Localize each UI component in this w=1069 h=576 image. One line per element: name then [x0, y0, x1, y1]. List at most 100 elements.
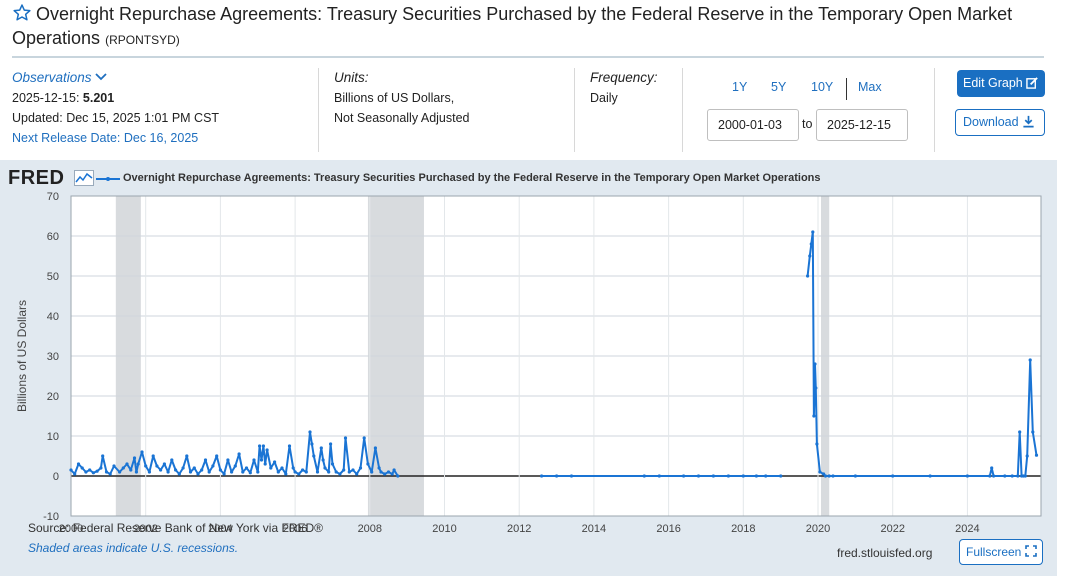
- legend-label: Overnight Repurchase Agreements: Treasur…: [123, 172, 821, 184]
- x-tick-label: 2008: [358, 523, 382, 533]
- data-point: [396, 474, 400, 478]
- frequency-label: Frequency:: [590, 70, 658, 85]
- data-point: [134, 470, 138, 474]
- data-point: [569, 474, 574, 478]
- data-point: [358, 466, 363, 470]
- data-point: [343, 436, 348, 440]
- data-point: [215, 454, 219, 458]
- data-point: [355, 472, 359, 476]
- data-point: [159, 468, 163, 472]
- data-point: [642, 474, 646, 478]
- y-tick-label: 70: [47, 191, 59, 203]
- data-point: [990, 466, 994, 470]
- x-tick-label: 2004: [208, 523, 232, 533]
- data-point: [136, 462, 140, 466]
- observation-date: 2025-12-15:: [12, 91, 80, 105]
- data-point: [200, 468, 204, 472]
- page-header: Overnight Repurchase Agreements: Treasur…: [12, 2, 1052, 50]
- data-point: [811, 230, 815, 234]
- data-point: [1023, 474, 1027, 478]
- data-point: [121, 466, 125, 470]
- fred-logo: FRED: [8, 167, 65, 189]
- data-point: [241, 470, 245, 474]
- x-tick-label: 2006: [283, 523, 307, 533]
- data-point: [366, 462, 370, 466]
- data-point: [988, 474, 992, 478]
- data-point: [818, 470, 822, 474]
- series-title: Overnight Repurchase Agreements: Treasur…: [12, 4, 1013, 48]
- source-text: Source: Federal Reserve Bank of New York…: [28, 521, 323, 535]
- data-point: [291, 466, 295, 470]
- data-point: [362, 436, 366, 440]
- start-date-input[interactable]: 2000-01-03: [707, 109, 799, 141]
- data-point: [1031, 430, 1035, 434]
- y-tick-label: 0: [53, 471, 59, 483]
- x-tick-label: 2000: [59, 523, 83, 533]
- x-tick-label: 2022: [880, 523, 904, 533]
- data-point: [108, 472, 112, 476]
- x-tick-label: 2002: [133, 523, 157, 533]
- data-point: [269, 466, 273, 470]
- range-divider: [846, 78, 847, 100]
- data-point: [814, 386, 818, 390]
- range-5y-button[interactable]: 5Y: [771, 80, 787, 94]
- fullscreen-button[interactable]: Fullscreen: [959, 539, 1043, 565]
- data-point: [323, 466, 327, 470]
- chevron-down-icon[interactable]: [95, 72, 107, 82]
- data-point: [265, 448, 269, 452]
- data-point: [823, 474, 828, 478]
- data-point: [287, 444, 292, 448]
- data-point: [555, 474, 559, 478]
- units-label: Units:: [334, 70, 369, 85]
- data-point: [310, 442, 314, 446]
- range-max-button[interactable]: Max: [858, 80, 882, 94]
- data-point: [280, 466, 284, 470]
- y-tick-label: 10: [47, 431, 59, 443]
- data-point: [992, 474, 996, 478]
- end-date-input[interactable]: 2025-12-15: [816, 109, 908, 141]
- data-point: [76, 462, 81, 466]
- data-point: [327, 470, 331, 474]
- data-point: [95, 469, 99, 473]
- x-tick-label: 2012: [507, 523, 531, 533]
- column-divider: [934, 68, 935, 152]
- chart-plot[interactable]: -10 0 10 20 30 40 50 60 70 2000 2002 2004 2006 2008 20…: [0, 188, 1057, 533]
- data-point: [779, 474, 783, 478]
- data-point: [140, 450, 144, 454]
- data-point: [711, 474, 716, 478]
- data-point: [373, 446, 377, 450]
- data-point: [188, 470, 193, 474]
- data-point: [370, 470, 374, 474]
- data-point: [174, 468, 178, 472]
- download-label: Download: [963, 115, 1019, 129]
- data-point: [1003, 474, 1007, 478]
- edit-graph-button[interactable]: Edit Graph: [957, 70, 1045, 97]
- data-point: [129, 468, 133, 472]
- legend-swatch: [96, 177, 120, 181]
- observations-link[interactable]: Observations: [12, 70, 92, 85]
- download-button[interactable]: Download: [955, 109, 1045, 136]
- fullscreen-icon: [1024, 545, 1037, 557]
- data-point: [226, 458, 230, 462]
- data-point: [256, 470, 260, 474]
- data-point: [73, 472, 77, 476]
- star-icon[interactable]: [12, 3, 32, 23]
- header-divider: [12, 56, 1044, 58]
- data-point: [347, 470, 351, 474]
- data-point: [69, 468, 73, 472]
- data-point: [319, 446, 323, 450]
- data-point: [196, 472, 200, 476]
- data-point: [207, 470, 211, 474]
- observation-value: 5.201: [82, 91, 115, 105]
- data-point: [192, 466, 196, 470]
- column-divider: [682, 68, 683, 152]
- data-point: [112, 464, 116, 468]
- range-10y-button[interactable]: 10Y: [811, 80, 834, 94]
- data-point: [928, 474, 932, 478]
- data-point: [144, 464, 148, 468]
- range-1y-button[interactable]: 1Y: [732, 80, 748, 94]
- edit-graph-label: Edit Graph: [963, 76, 1023, 90]
- data-point: [764, 474, 768, 478]
- frequency-value: Daily: [590, 91, 618, 105]
- data-point: [312, 454, 316, 458]
